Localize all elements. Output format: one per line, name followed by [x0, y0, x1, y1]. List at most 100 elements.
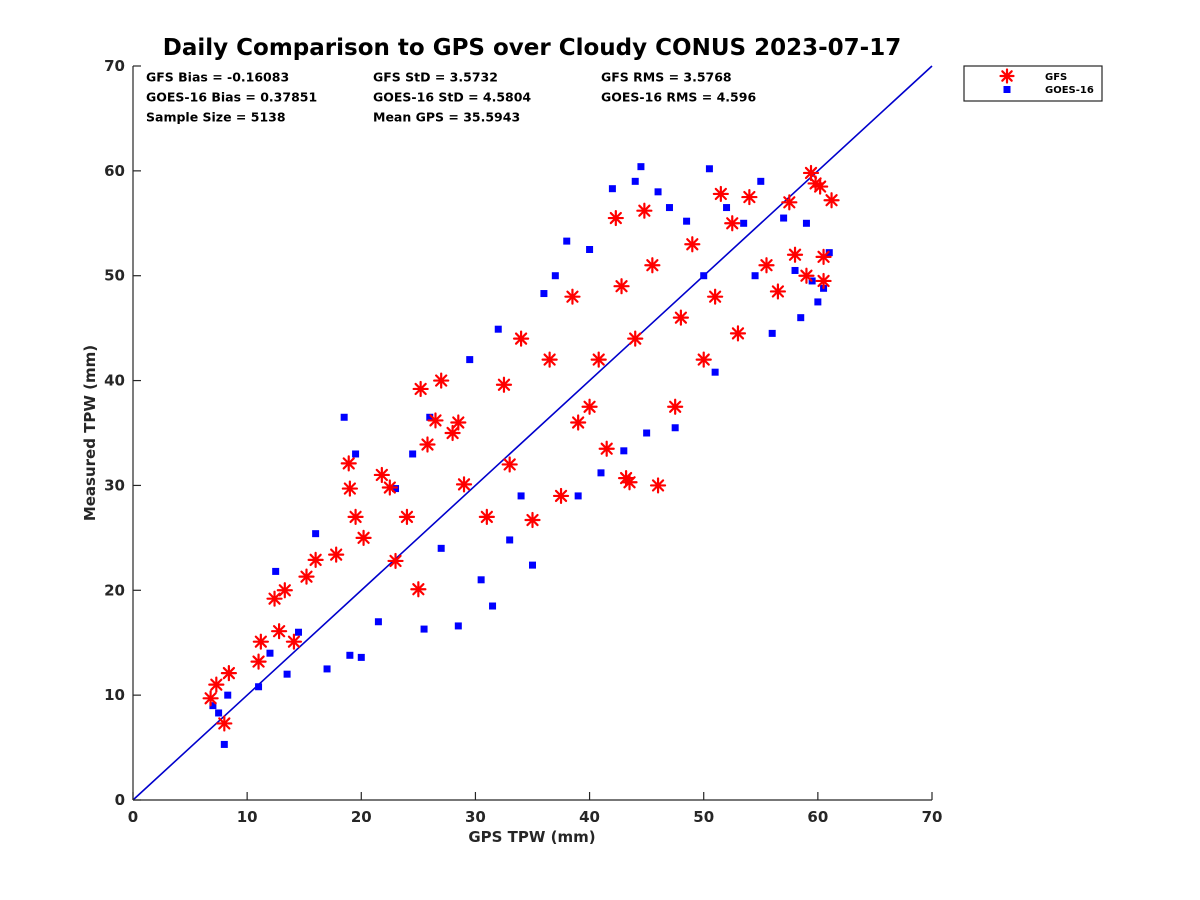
gfs-point	[419, 436, 436, 453]
gfs-point	[823, 192, 840, 209]
y-axis-label: Measured TPW (mm)	[81, 345, 99, 521]
gfs-point	[695, 351, 712, 368]
gfs-point	[741, 188, 758, 206]
gfs-point	[758, 257, 775, 274]
goes16-point	[751, 272, 759, 280]
goes16-point	[494, 325, 502, 333]
gfs-point	[307, 551, 324, 568]
gfs-point	[450, 414, 467, 431]
goes16-point	[574, 492, 582, 500]
goes16-point	[426, 413, 434, 421]
goes16-point	[215, 709, 223, 717]
stat-annotation: Sample Size = 5138	[146, 110, 286, 125]
gfs-point	[412, 380, 429, 398]
goes16-point	[683, 217, 691, 225]
goes16-point	[454, 622, 462, 630]
gfs-point	[570, 414, 587, 431]
legend-goes16-marker	[1003, 86, 1011, 93]
y-tick-label: 0	[115, 791, 125, 809]
goes16-point	[420, 625, 428, 633]
x-axis-ticks: 0 10 20 30 40 50 60 70	[128, 792, 942, 826]
gfs-point	[724, 215, 741, 232]
goes16-point	[295, 628, 303, 636]
gfs-point	[381, 479, 398, 496]
y-tick-label: 10	[104, 686, 125, 704]
goes16-point	[283, 670, 291, 678]
stat-annotation: GOES-16 RMS = 4.596	[601, 90, 756, 105]
gfs-point	[786, 246, 804, 263]
gfs-point	[202, 690, 219, 707]
goes16-point	[802, 219, 810, 227]
goes16-point	[352, 450, 360, 458]
gfs-point	[252, 633, 269, 650]
stat-annotation: GFS Bias = -0.16083	[146, 70, 289, 85]
gfs-point	[524, 511, 541, 529]
gfs-point	[501, 456, 518, 473]
goes16-point	[586, 246, 594, 253]
goes16-point	[409, 450, 417, 458]
gfs-point	[769, 283, 787, 300]
legend-goes16-label: GOES-16	[1045, 85, 1094, 96]
stat-annotation: GOES-16 Bias = 0.37851	[146, 90, 317, 105]
goes16-point	[506, 536, 514, 544]
legend-gfs-marker	[999, 68, 1015, 84]
gfs-point	[410, 581, 427, 598]
goes16-point	[700, 272, 708, 280]
goes16-point	[357, 653, 365, 661]
gfs-point	[478, 508, 495, 525]
goes16-point	[814, 298, 822, 306]
gfs-point	[328, 546, 345, 563]
goes16-point	[529, 561, 536, 569]
gfs-point	[707, 288, 724, 305]
goes16-point	[791, 266, 799, 274]
gfs-point	[347, 508, 364, 525]
gfs-point	[266, 590, 283, 607]
goes16-point	[671, 424, 679, 432]
gfs-point	[433, 372, 450, 389]
goes16-point	[637, 163, 645, 171]
gfs-point	[340, 455, 357, 472]
x-tick-label: 40	[579, 808, 600, 826]
goes16-point	[643, 429, 651, 437]
gfs-point	[815, 272, 832, 290]
gfs-point	[581, 398, 598, 415]
goes16-point	[517, 492, 525, 500]
goes16-point	[768, 329, 776, 337]
goes16-point	[723, 204, 731, 212]
y-tick-label: 70	[104, 57, 125, 75]
gfs-point	[644, 257, 661, 274]
goes16-point	[620, 447, 628, 455]
x-axis-label: GPS TPW (mm)	[468, 828, 595, 846]
goes16-point	[711, 368, 719, 376]
gfs-point	[613, 278, 630, 295]
gfs-point	[220, 665, 237, 682]
gfs-point	[276, 582, 293, 599]
gfs-point	[672, 309, 689, 326]
stat-annotation: GOES-16 StD = 4.5804	[373, 90, 531, 105]
gfs-point	[271, 623, 288, 640]
y-tick-label: 40	[104, 372, 125, 390]
goes16-point	[797, 314, 805, 322]
gfs-point	[373, 466, 390, 484]
gfs-point	[684, 236, 701, 253]
goes16-point	[209, 702, 217, 710]
gfs-point	[208, 676, 225, 693]
gfs-point	[667, 398, 684, 415]
y-axis-ticks: 0 10 20 30 40 50 60 70	[104, 57, 141, 809]
goes16-point	[608, 185, 616, 193]
goes16-point	[346, 651, 354, 659]
x-tick-label: 30	[465, 808, 486, 826]
legend-box	[963, 65, 1103, 102]
gfs-point	[250, 653, 267, 670]
goes16-point	[540, 290, 548, 298]
goes16-point	[563, 237, 571, 245]
x-tick-label: 60	[807, 808, 828, 826]
gfs-point	[812, 178, 829, 195]
goes16-point	[224, 691, 232, 699]
goes16-point	[705, 165, 713, 173]
gfs-point	[427, 412, 444, 429]
gfs-point	[355, 529, 372, 546]
y-tick-label: 50	[104, 267, 125, 285]
goes16-point	[654, 188, 662, 196]
